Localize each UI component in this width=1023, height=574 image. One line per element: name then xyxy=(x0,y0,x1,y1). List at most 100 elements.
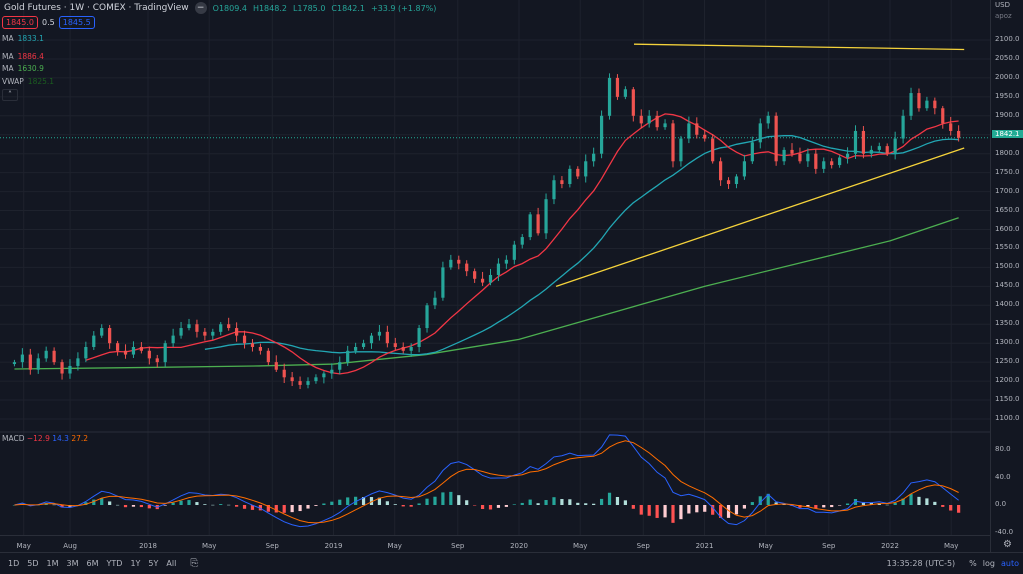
macd-histogram-bar xyxy=(766,493,770,505)
macd-hist-value: −12.9 xyxy=(26,434,50,443)
price-tick: 2100.0 xyxy=(995,35,1020,43)
candle-body xyxy=(258,346,263,351)
macd-histogram-bar xyxy=(171,502,175,505)
candle-body xyxy=(28,354,32,370)
macd-histogram-bar xyxy=(703,505,707,512)
indicator-vwap[interactable]: VWAP 1825.1 xyxy=(2,77,54,86)
candle-body xyxy=(100,328,104,336)
candle-body xyxy=(465,263,469,272)
candle-body xyxy=(282,369,286,378)
macd-histogram-bar xyxy=(901,498,905,505)
candle-body xyxy=(584,161,588,177)
range-1y[interactable]: 1Y xyxy=(130,559,141,568)
candle-body xyxy=(227,324,231,329)
indicator-ma-1[interactable]: MA 1833.1 xyxy=(2,34,44,43)
candle-body xyxy=(457,259,461,264)
time-label: 2022 xyxy=(881,542,899,550)
macd-line xyxy=(14,434,959,528)
macd-histogram-bar xyxy=(639,505,643,515)
candle-body xyxy=(92,335,96,347)
candle-body xyxy=(536,214,540,234)
macd-histogram-bar xyxy=(830,505,834,508)
candle-body xyxy=(242,335,247,344)
range-3m[interactable]: 3M xyxy=(66,559,79,568)
candle-body xyxy=(853,130,858,154)
unit-selector[interactable]: apoz xyxy=(995,12,1012,20)
candle-body xyxy=(449,259,453,268)
auto-toggle[interactable]: auto xyxy=(1000,559,1019,568)
price-tick: 1500.0 xyxy=(995,262,1020,271)
candle-body xyxy=(393,343,397,347)
macd-histogram-bar xyxy=(425,498,429,505)
symbol-title[interactable]: Gold Futures · 1W · COMEX · TradingView xyxy=(4,3,189,13)
currency-selector[interactable]: USD xyxy=(995,1,1010,9)
candle-body xyxy=(838,157,842,166)
candle-body xyxy=(639,115,643,124)
log-toggle[interactable]: log xyxy=(982,559,995,568)
indicator-ma-3[interactable]: MA 1630.9 xyxy=(2,64,44,73)
range-1m[interactable]: 1M xyxy=(46,559,59,568)
macd-histogram-bar xyxy=(631,505,635,509)
macd-histogram-bar xyxy=(599,498,604,505)
range-5d[interactable]: 5D xyxy=(27,559,39,568)
candle-body xyxy=(203,331,207,336)
macd-histogram-bar xyxy=(528,499,532,505)
candle-body xyxy=(726,180,731,185)
time-label: Sep xyxy=(451,542,465,550)
candle-body xyxy=(663,123,667,128)
macd-histogram-bar xyxy=(726,505,731,518)
candle-body xyxy=(44,350,48,359)
macd-signal-value: 27.2 xyxy=(71,434,89,443)
gear-icon[interactable]: ⚙ xyxy=(1003,539,1012,550)
macd-histogram-bar xyxy=(734,505,739,515)
range-ytd[interactable]: YTD xyxy=(106,559,123,568)
sell-button[interactable]: 1845.0 xyxy=(2,16,38,29)
candle-body xyxy=(671,123,675,162)
percent-toggle[interactable]: % xyxy=(969,559,977,568)
price-axis[interactable]: USD apoz 1842.1 ⚙ 2100.0 2050.0 2000.0 1950… xyxy=(990,0,1023,552)
macd-histogram-bar xyxy=(845,503,850,505)
candle-body xyxy=(719,161,723,181)
range-1d[interactable]: 1D xyxy=(8,559,20,568)
macd-histogram-bar xyxy=(480,505,485,510)
macd-histogram-bar xyxy=(211,504,215,506)
clock[interactable]: 13:35:28 (UTC-5) xyxy=(886,559,956,568)
range-6m[interactable]: 6M xyxy=(86,559,99,568)
candle-body xyxy=(845,153,850,158)
macd-histogram-bar xyxy=(687,505,691,514)
chevron-up-icon[interactable]: ˄ xyxy=(2,89,18,101)
macd-histogram-bar xyxy=(457,495,461,505)
macd-histogram-bar xyxy=(346,497,350,505)
macd-histogram-bar xyxy=(719,505,723,518)
minus-icon[interactable]: − xyxy=(194,2,207,14)
time-label: May xyxy=(16,542,31,550)
buy-button[interactable]: 1845.5 xyxy=(58,16,95,29)
candle-body xyxy=(957,130,961,138)
macd-histogram-bar xyxy=(306,505,310,509)
price-tick: 1900.0 xyxy=(995,110,1020,119)
candle-body xyxy=(369,335,374,344)
macd-legend[interactable]: MACD −12.9 14.3 27.2 xyxy=(2,434,88,443)
macd-histogram-bar xyxy=(742,505,747,509)
candle-body xyxy=(568,168,572,185)
macd-histogram-bar xyxy=(385,501,389,505)
candle-body xyxy=(131,346,136,355)
macd-histogram-bar xyxy=(584,503,588,505)
price-tick: 1600.0 xyxy=(995,224,1020,233)
macd-histogram-bar xyxy=(941,505,945,507)
time-label: 2021 xyxy=(695,542,714,550)
trendline xyxy=(555,147,965,287)
range-5y[interactable]: 5Y xyxy=(148,559,159,568)
ohlc-low: L1785.0 xyxy=(292,3,326,13)
goto-date-icon[interactable]: ⎘ xyxy=(190,558,199,569)
macd-value: 14.3 xyxy=(52,434,69,443)
macd-histogram-bar xyxy=(266,505,270,512)
macd-histogram-bar xyxy=(750,502,754,505)
candle-body xyxy=(354,346,358,351)
price-chart[interactable] xyxy=(0,0,990,535)
candle-body xyxy=(266,350,270,363)
time-axis[interactable]: May Aug 2018 May Sep 2019 May Sep 2020 May Sep 2021… xyxy=(0,535,990,552)
range-all[interactable]: All xyxy=(166,559,177,568)
indicator-ma-2[interactable]: MA 1886.4 xyxy=(2,52,44,61)
macd-histogram-bar xyxy=(250,505,255,510)
